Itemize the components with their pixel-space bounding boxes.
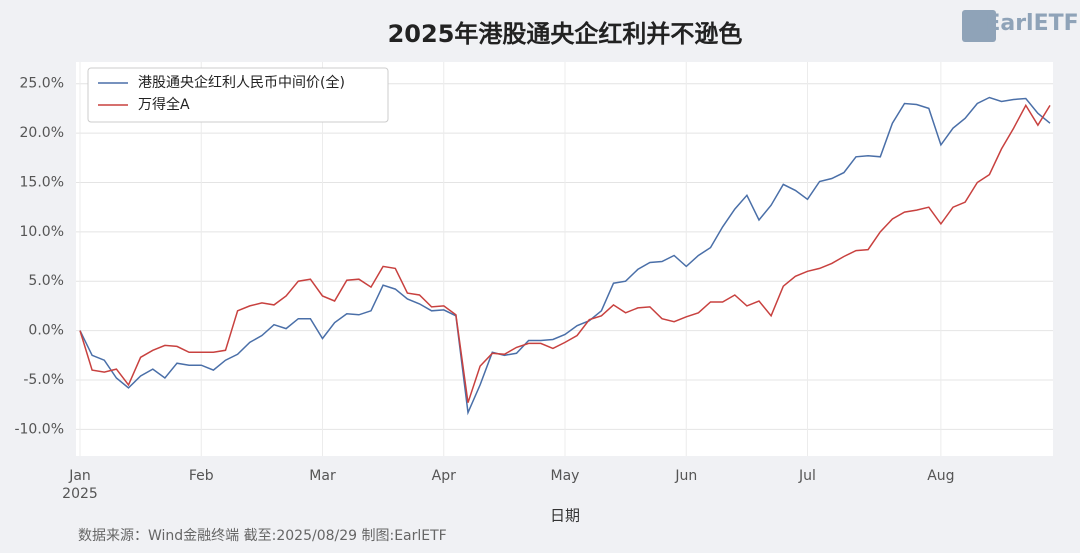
- series-line: [79, 96, 1051, 416]
- y-tick-label: 10.0%: [20, 224, 64, 240]
- x-axis-label: 日期: [550, 507, 580, 525]
- x-tick-label: Apr: [432, 468, 456, 484]
- y-tick-label: -5.0%: [23, 372, 64, 388]
- chart-title: 2025年港股通央企红利并不逊色: [388, 20, 743, 48]
- x-tick-label: Jun: [674, 468, 697, 484]
- source-note: 数据来源：Wind金融终端 截至:2025/08/29 制图:EarlETF: [78, 528, 447, 544]
- logo: EarlETF: [985, 11, 1078, 36]
- series-line: [79, 103, 1051, 403]
- x-tick-label: May: [551, 468, 580, 484]
- logo-icon: [962, 10, 996, 42]
- x-tick-label: Jul: [798, 468, 816, 484]
- y-tick-label: 25.0%: [20, 76, 64, 92]
- legend-label: 万得全A: [138, 96, 190, 113]
- legend-box: [87, 67, 389, 123]
- y-tick-label: 20.0%: [20, 125, 64, 141]
- y-tick-label: -10.0%: [14, 421, 64, 437]
- x-tick-label: Mar: [309, 468, 336, 484]
- x-tick-label: Aug: [927, 468, 954, 484]
- legend-label: 港股通央企红利人民币中间价(全): [138, 74, 345, 91]
- y-tick-label: 0.0%: [28, 323, 64, 339]
- y-tick-label: 15.0%: [20, 174, 64, 190]
- x-tick-label: Feb: [189, 468, 214, 484]
- y-tick-label: 5.0%: [28, 273, 64, 289]
- x-tick-label: Jan 2025: [62, 468, 98, 502]
